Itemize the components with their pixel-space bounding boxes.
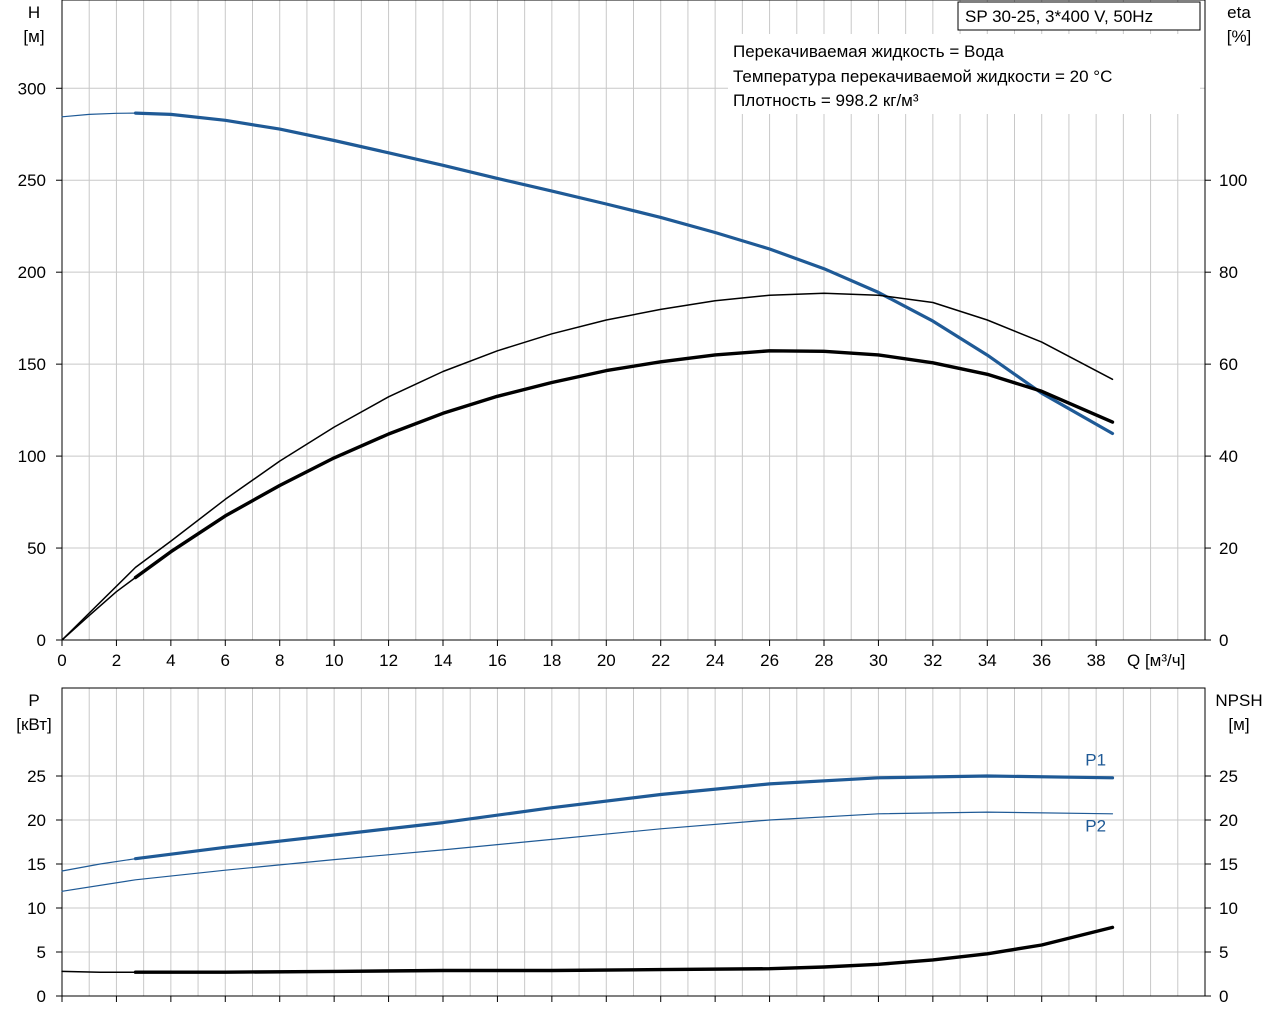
bottom-panel-axes: 0 5 10 15 20 25 0 5 10 15 20 25 P [кВт] NPSH [м] P1 P2 <box>16 691 1262 1006</box>
xtick-label: 18 <box>542 651 561 670</box>
top-y-left-unit: [м] <box>23 27 44 46</box>
top-ytick-label-left: 100 <box>18 447 46 466</box>
bottom-panel-grid <box>62 688 1205 996</box>
bottom-ytick-label-left: 20 <box>27 811 46 830</box>
xtick-label: 24 <box>706 651 725 670</box>
top-y-right-title: eta <box>1227 3 1251 22</box>
bottom-ytick-label-right: 15 <box>1219 855 1238 874</box>
xtick-label: 12 <box>379 651 398 670</box>
curve-label-p2: P2 <box>1085 816 1106 835</box>
top-ytick-label-left: 50 <box>27 539 46 558</box>
xtick-label: 0 <box>57 651 66 670</box>
top-curve-thick-black-3 <box>133 349 1115 580</box>
xtick-label: 20 <box>597 651 616 670</box>
bottom-y-left-title: P <box>28 691 39 710</box>
xtick-label: 32 <box>923 651 942 670</box>
top-ytick-label-left: 200 <box>18 263 46 282</box>
bottom-ytick-label-left: 5 <box>37 943 46 962</box>
xtick-label: 22 <box>651 651 670 670</box>
top-y-right-unit: [%] <box>1227 27 1252 46</box>
xtick-label: 4 <box>166 651 175 670</box>
bottom-panel-series <box>61 774 1115 974</box>
bottom-ytick-label-left: 10 <box>27 899 46 918</box>
bottom-ytick-label-left: 25 <box>27 767 46 786</box>
bottom-curve-thin-blue-2 <box>61 811 1114 892</box>
top-curve-thick-blue-1 <box>133 111 1115 436</box>
xtick-label: 16 <box>488 651 507 670</box>
top-panel-frame <box>61 0 1206 641</box>
top-ytick-label-right: 40 <box>1219 447 1238 466</box>
bottom-y-left-unit: [кВт] <box>16 715 51 734</box>
top-curve-thin-blue-0 <box>61 112 137 118</box>
top-ytick-label-left: 250 <box>18 171 46 190</box>
top-curve-thin-black-4 <box>61 292 1114 641</box>
xtick-label: 30 <box>869 651 888 670</box>
info-line-temperature: Температура перекачиваемой жидкости = 20… <box>733 67 1112 86</box>
xtick-label: 26 <box>760 651 779 670</box>
bottom-panel-frame <box>61 687 1206 997</box>
top-ytick-label-left: 300 <box>18 79 46 98</box>
bottom-curve-thick-black-4 <box>133 925 1115 974</box>
bottom-ytick-label-right: 0 <box>1219 987 1228 1006</box>
info-line-density: Плотность = 998.2 кг/м³ <box>733 91 919 110</box>
bottom-ytick-label-left: 15 <box>27 855 46 874</box>
xtick-label: 36 <box>1032 651 1051 670</box>
xtick-label: 28 <box>815 651 834 670</box>
bottom-ytick-label-right: 10 <box>1219 899 1238 918</box>
top-ytick-label-left: 0 <box>37 631 46 650</box>
top-ytick-label-right: 80 <box>1219 263 1238 282</box>
xtick-label: 38 <box>1087 651 1106 670</box>
title-text: SP 30-25, 3*400 V, 50Hz <box>965 7 1153 26</box>
top-ytick-label-left: 150 <box>18 355 46 374</box>
bottom-curve-thin-blue-0 <box>61 858 137 872</box>
bottom-y-right-title: NPSH <box>1215 691 1262 710</box>
x-axis-label: Q [м³/ч] <box>1127 651 1185 670</box>
info-box <box>728 34 1200 114</box>
curve-label-p1: P1 <box>1085 750 1106 769</box>
bottom-ytick-label-right: 20 <box>1219 811 1238 830</box>
top-ytick-label-right: 100 <box>1219 171 1247 190</box>
bottom-curve-thin-black-3 <box>61 970 137 973</box>
xtick-label: 6 <box>221 651 230 670</box>
top-ytick-label-right: 60 <box>1219 355 1238 374</box>
bottom-y-right-unit: [м] <box>1228 715 1249 734</box>
xtick-label: 34 <box>978 651 997 670</box>
xtick-label: 14 <box>434 651 453 670</box>
xtick-label: 8 <box>275 651 284 670</box>
bottom-ytick-label-right: 5 <box>1219 943 1228 962</box>
title-box <box>957 1 1201 31</box>
bottom-ytick-label-right: 25 <box>1219 767 1238 786</box>
top-ytick-label-right: 20 <box>1219 539 1238 558</box>
bottom-ytick-label-left: 0 <box>37 987 46 1006</box>
xtick-label: 2 <box>112 651 121 670</box>
bottom-curve-thick-blue-1 <box>133 774 1115 861</box>
top-curve-thin-black-2 <box>61 576 137 641</box>
info-line-fluid: Перекачиваемая жидкость = Вода <box>733 42 1004 61</box>
xtick-label: 10 <box>325 651 344 670</box>
top-panel-series <box>61 111 1115 641</box>
top-ytick-label-right: 0 <box>1219 631 1228 650</box>
top-y-left-title: H <box>28 3 40 22</box>
